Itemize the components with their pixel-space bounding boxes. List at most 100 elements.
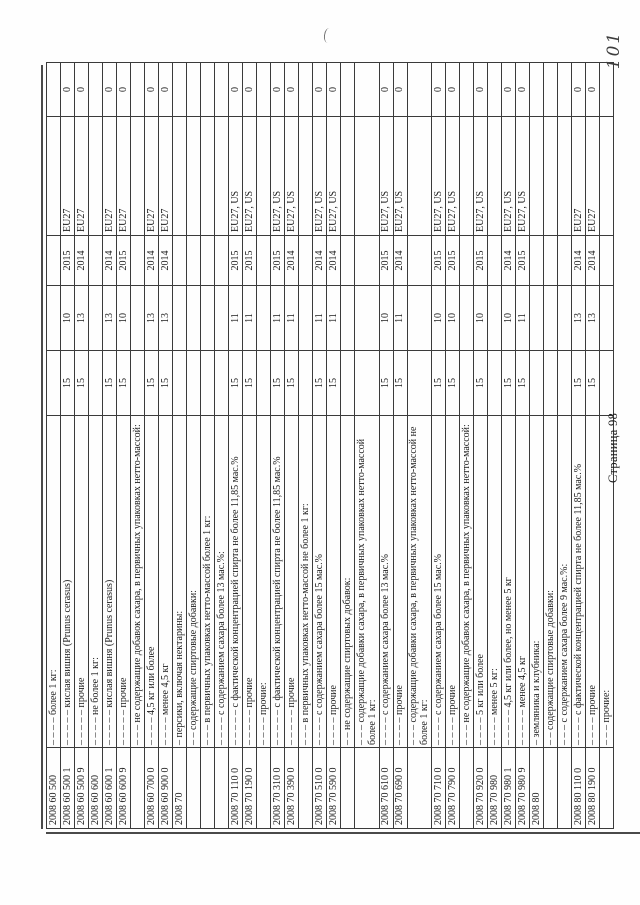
code-cell — [186, 747, 201, 829]
quantity-cell: 13 — [144, 285, 159, 351]
partners-cell — [298, 116, 313, 236]
rate-cell: 15 — [501, 350, 516, 416]
year-cell — [599, 235, 614, 286]
description-cell: – – – – с содержанием сахара более 13 ма… — [214, 415, 229, 748]
code-cell: 2008 70 110 0 — [228, 747, 243, 829]
description-cell: – – – – с содержанием сахара более 15 ма… — [312, 415, 327, 748]
table-row: 2008 70 310 0– – – – – с фактической кон… — [270, 62, 285, 829]
quantity-cell: 10 — [431, 285, 446, 351]
quantity-cell — [298, 285, 313, 351]
description-cell: – – – – – с фактической концентрацией сп… — [228, 415, 243, 748]
zero-rate-cell: 0 — [515, 62, 530, 117]
quantity-cell: 11 — [393, 285, 408, 351]
code-cell: 2008 70 610 0 — [379, 747, 394, 829]
rate-cell — [88, 350, 103, 416]
table-outer-line-top — [41, 65, 43, 829]
description-cell: – – – – прочие — [585, 415, 600, 748]
year-cell: 2015 — [60, 235, 75, 286]
description-cell: – – – – менее 5 кг: — [487, 415, 502, 748]
table-row: 2008 70 390 0– – – – – прочие 15 11 2014 EU2… — [284, 62, 299, 829]
zero-rate-cell: 0 — [393, 62, 408, 117]
rate-cell: 15 — [228, 350, 243, 416]
partners-cell — [599, 116, 614, 236]
year-cell — [256, 235, 271, 286]
year-cell — [46, 235, 61, 286]
rate-cell — [354, 350, 380, 416]
zero-rate-cell: 0 — [158, 62, 173, 117]
partners-cell: EU27, US — [284, 116, 299, 236]
quantity-cell: 11 — [312, 285, 327, 351]
table-row: 2008 70 190 0– – – – – прочие 15 11 2015 EU2… — [242, 62, 257, 829]
code-cell: 2008 70 390 0 — [284, 747, 299, 829]
quantity-cell — [487, 285, 502, 351]
year-cell — [186, 235, 201, 286]
partners-cell — [172, 116, 187, 236]
zero-rate-cell: 0 — [445, 62, 460, 117]
zero-rate-cell: 0 — [74, 62, 89, 117]
rate-cell: 15 — [379, 350, 394, 416]
code-cell: 2008 80 190 0 — [585, 747, 600, 829]
rate-cell — [543, 350, 558, 416]
code-cell — [407, 747, 432, 829]
zero-rate-cell — [186, 62, 201, 117]
code-cell: 2008 80 — [529, 747, 544, 829]
zero-rate-cell: 0 — [144, 62, 159, 117]
quantity-cell: 11 — [228, 285, 243, 351]
rotated-scan-area: 2008 60 500– – – – более 1 кг: 2008 60 50… — [40, 62, 640, 834]
table-row: 2008 70 980 1– – – – – 4,5 кг или более,… — [501, 62, 516, 829]
partners-cell: EU27 — [74, 116, 89, 236]
year-cell: 2014 — [571, 235, 586, 286]
rate-cell: 15 — [326, 350, 341, 416]
year-cell — [200, 235, 215, 286]
year-cell: 2014 — [585, 235, 600, 286]
partners-cell: EU27 — [571, 116, 586, 236]
quantity-cell: 10 — [445, 285, 460, 351]
table-row: 2008 80– земляника и клубника: — [529, 62, 544, 829]
zero-rate-cell: 0 — [116, 62, 131, 117]
quantity-cell: 10 — [473, 285, 488, 351]
year-cell — [543, 235, 558, 286]
description-cell: – – – – с содержанием сахара более 15 ма… — [431, 415, 446, 748]
partners-cell — [543, 116, 558, 236]
year-cell — [529, 235, 544, 286]
table-row: – – – в первичных упаковках нетто-массой… — [298, 62, 313, 829]
partners-cell — [186, 116, 201, 236]
quantity-cell — [256, 285, 271, 351]
zero-rate-cell: 0 — [571, 62, 586, 117]
description-cell: – – – – – прочие — [116, 415, 131, 748]
rate-cell — [407, 350, 432, 416]
table-row: 2008 80 110 0– – – – с фактической конце… — [571, 62, 586, 829]
year-cell: 2014 — [312, 235, 327, 286]
description-cell: – – – содержащие добавки сахара, в перви… — [354, 415, 380, 748]
year-cell — [130, 235, 145, 286]
code-cell — [214, 747, 229, 829]
code-cell — [130, 747, 145, 829]
partners-cell: EU27 — [116, 116, 131, 236]
code-cell: 2008 60 600 — [88, 747, 103, 829]
rate-cell — [200, 350, 215, 416]
description-cell: – – содержащие спиртовые добавки: — [186, 415, 201, 748]
partners-cell — [354, 116, 380, 236]
table-row: 2008 60 600– – – – не более 1 кг: — [88, 62, 103, 829]
partners-cell: EU27, US — [473, 116, 488, 236]
code-cell — [340, 747, 355, 829]
partners-cell — [130, 116, 145, 236]
code-cell: 2008 60 600 9 — [116, 747, 131, 829]
description-cell: – – – в первичных упаковках нетто-массой… — [200, 415, 215, 748]
rate-cell: 15 — [158, 350, 173, 416]
tariff-table: 2008 60 500– – – – более 1 кг: 2008 60 50… — [46, 62, 615, 829]
rate-cell — [599, 350, 614, 416]
rate-cell: 15 — [144, 350, 159, 416]
description-cell: – – – – 4,5 кг или более — [144, 415, 159, 748]
rate-cell: 15 — [116, 350, 131, 416]
code-cell — [557, 747, 572, 829]
quantity-cell: 11 — [284, 285, 299, 351]
rate-cell: 15 — [74, 350, 89, 416]
zero-rate-cell: 0 — [228, 62, 243, 117]
zero-rate-cell — [543, 62, 558, 117]
quantity-cell: 11 — [242, 285, 257, 351]
partners-cell: EU27, US — [431, 116, 446, 236]
table-row: 2008 60 500 9– – – – – прочие 15 13 2014 EU2… — [74, 62, 89, 829]
quantity-cell — [543, 285, 558, 351]
rate-cell: 15 — [393, 350, 408, 416]
